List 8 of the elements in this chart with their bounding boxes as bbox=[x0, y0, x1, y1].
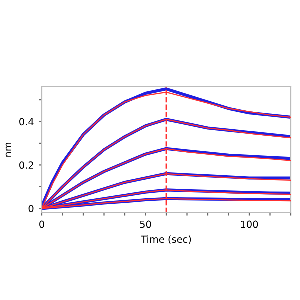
x-tick-label: 0 bbox=[40, 220, 44, 228]
y-tick-label: 0.2 bbox=[20, 162, 34, 170]
x-tick-label: 50 bbox=[140, 220, 152, 228]
y-tick-label: 0 bbox=[28, 205, 34, 212]
x-axis-title: Time (sec) bbox=[141, 236, 192, 244]
x-tick-label: 100 bbox=[241, 220, 258, 228]
y-tick-label: 0.4 bbox=[20, 118, 34, 126]
y-axis-title: nm bbox=[6, 143, 12, 157]
